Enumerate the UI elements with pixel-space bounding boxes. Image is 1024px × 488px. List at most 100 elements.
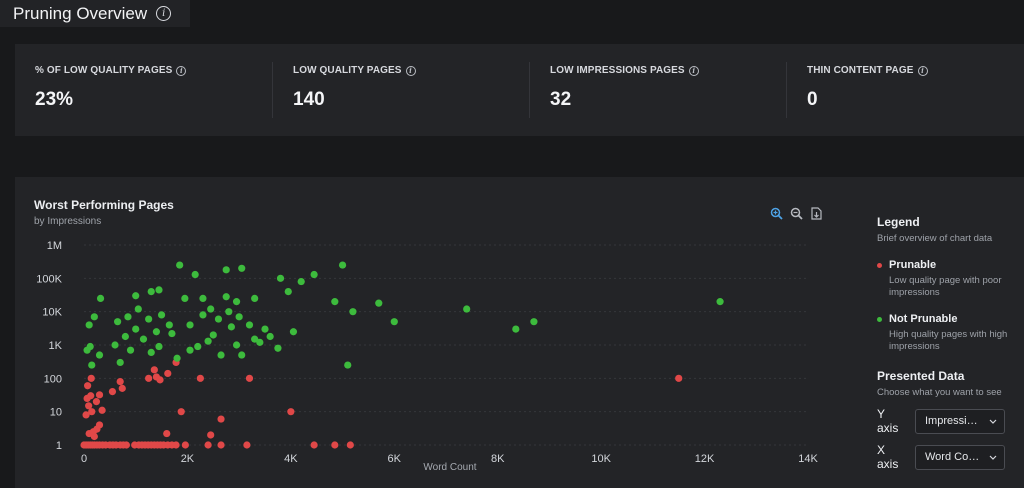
data-point-not-prunable[interactable] <box>209 331 217 339</box>
data-point-not-prunable[interactable] <box>222 266 230 274</box>
data-point-not-prunable[interactable] <box>181 294 189 303</box>
data-point-not-prunable[interactable] <box>232 298 241 306</box>
data-point-not-prunable[interactable] <box>512 325 520 333</box>
data-point-prunable[interactable] <box>90 432 98 441</box>
data-point-not-prunable[interactable] <box>207 305 215 313</box>
data-point-not-prunable[interactable] <box>349 308 357 316</box>
data-point-not-prunable[interactable] <box>225 308 233 316</box>
data-point-not-prunable[interactable] <box>134 305 142 313</box>
data-point-prunable[interactable] <box>172 441 180 449</box>
data-point-not-prunable[interactable] <box>338 261 347 269</box>
zoom-out-icon[interactable] <box>789 206 803 220</box>
data-point-not-prunable[interactable] <box>121 332 129 341</box>
data-point-prunable[interactable] <box>196 374 204 382</box>
data-point-prunable[interactable] <box>87 374 95 382</box>
data-point-prunable[interactable] <box>163 429 171 438</box>
data-point-not-prunable[interactable] <box>331 298 339 306</box>
data-point-not-prunable[interactable] <box>186 321 194 329</box>
data-point-not-prunable[interactable] <box>276 274 285 282</box>
data-point-not-prunable[interactable] <box>199 311 207 319</box>
data-point-prunable[interactable] <box>675 374 683 382</box>
data-point-not-prunable[interactable] <box>235 313 243 321</box>
data-point-not-prunable[interactable] <box>266 332 274 341</box>
data-point-not-prunable[interactable] <box>251 335 259 343</box>
data-point-not-prunable[interactable] <box>251 294 259 303</box>
data-point-not-prunable[interactable] <box>114 318 122 326</box>
info-icon[interactable]: i <box>917 65 928 76</box>
data-point-prunable[interactable] <box>145 374 153 382</box>
data-point-not-prunable[interactable] <box>152 328 160 336</box>
info-icon[interactable]: i <box>688 65 699 76</box>
download-icon[interactable] <box>809 206 823 220</box>
data-point-not-prunable[interactable] <box>245 321 254 329</box>
data-point-not-prunable[interactable] <box>157 311 166 319</box>
data-point-not-prunable[interactable] <box>111 341 119 349</box>
data-point-not-prunable[interactable] <box>132 292 140 300</box>
data-point-not-prunable[interactable] <box>716 298 724 306</box>
data-point-prunable[interactable] <box>85 402 93 410</box>
data-point-not-prunable[interactable] <box>126 346 135 354</box>
y-axis-select[interactable]: Impressions <box>915 408 1005 434</box>
data-point-prunable[interactable] <box>207 431 215 439</box>
data-point-not-prunable[interactable] <box>297 277 305 286</box>
zoom-in-icon[interactable] <box>769 206 783 220</box>
data-point-prunable[interactable] <box>122 441 131 449</box>
data-point-not-prunable[interactable] <box>96 294 105 303</box>
data-point-not-prunable[interactable] <box>463 305 471 313</box>
data-point-prunable[interactable] <box>95 421 104 429</box>
data-point-prunable[interactable] <box>92 398 101 406</box>
data-point-prunable[interactable] <box>116 377 124 386</box>
data-point-not-prunable[interactable] <box>88 361 96 369</box>
data-point-not-prunable[interactable] <box>227 323 235 331</box>
data-point-not-prunable[interactable] <box>530 318 538 326</box>
data-point-prunable[interactable] <box>82 411 90 419</box>
data-point-not-prunable[interactable] <box>186 346 194 354</box>
data-point-not-prunable[interactable] <box>155 286 163 294</box>
data-point-not-prunable[interactable] <box>232 341 241 349</box>
data-point-prunable[interactable] <box>156 376 164 384</box>
data-point-prunable[interactable] <box>87 392 95 400</box>
data-point-not-prunable[interactable] <box>165 321 173 329</box>
data-point-prunable[interactable] <box>181 441 189 449</box>
data-point-prunable[interactable] <box>164 369 172 378</box>
data-point-not-prunable[interactable] <box>238 351 246 359</box>
data-point-not-prunable[interactable] <box>310 270 318 279</box>
data-point-not-prunable[interactable] <box>147 287 155 296</box>
info-icon[interactable]: i <box>156 6 172 21</box>
data-point-prunable[interactable] <box>243 441 251 449</box>
info-icon[interactable]: i <box>176 65 187 76</box>
data-point-not-prunable[interactable] <box>85 321 93 329</box>
data-point-not-prunable[interactable] <box>86 342 94 351</box>
data-point-not-prunable[interactable] <box>289 328 298 336</box>
data-point-not-prunable[interactable] <box>217 351 225 359</box>
data-point-not-prunable[interactable] <box>147 348 155 356</box>
data-point-not-prunable[interactable] <box>168 329 176 338</box>
data-point-not-prunable[interactable] <box>344 361 352 369</box>
data-point-not-prunable[interactable] <box>238 264 246 272</box>
data-point-prunable[interactable] <box>95 391 104 399</box>
data-point-not-prunable[interactable] <box>390 318 398 326</box>
data-point-prunable[interactable] <box>108 387 117 396</box>
data-point-not-prunable[interactable] <box>132 325 140 333</box>
data-point-not-prunable[interactable] <box>214 315 223 323</box>
data-point-not-prunable[interactable] <box>204 337 212 345</box>
data-point-not-prunable[interactable] <box>176 261 184 269</box>
data-point-not-prunable[interactable] <box>261 325 269 333</box>
data-point-not-prunable[interactable] <box>222 293 230 301</box>
data-point-not-prunable[interactable] <box>375 299 383 307</box>
data-point-prunable[interactable] <box>98 406 106 414</box>
data-point-not-prunable[interactable] <box>139 335 148 343</box>
data-point-prunable[interactable] <box>84 382 92 390</box>
data-point-not-prunable[interactable] <box>284 287 292 296</box>
data-point-prunable[interactable] <box>331 441 339 449</box>
data-point-not-prunable[interactable] <box>173 354 181 362</box>
legend-item-prunable[interactable]: Prunable Low quality page with poor impr… <box>877 259 1017 299</box>
data-point-not-prunable[interactable] <box>191 270 199 279</box>
data-point-not-prunable[interactable] <box>256 338 264 346</box>
data-point-prunable[interactable] <box>287 408 295 416</box>
data-point-prunable[interactable] <box>88 408 96 416</box>
x-axis-select[interactable]: Word Count <box>915 444 1005 470</box>
data-point-prunable[interactable] <box>245 374 254 382</box>
data-point-prunable[interactable] <box>204 441 212 449</box>
data-point-not-prunable[interactable] <box>274 344 282 352</box>
